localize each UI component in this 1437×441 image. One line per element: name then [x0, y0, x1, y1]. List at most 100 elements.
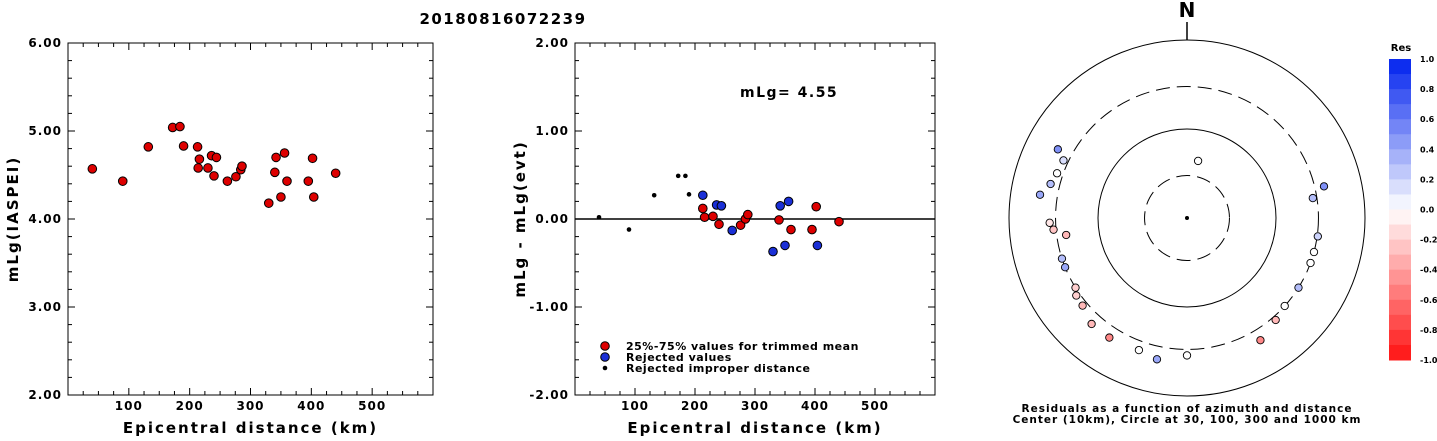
station-residual-point [1308, 193, 1317, 203]
legend-marker [600, 352, 610, 362]
rejected-distance-point [596, 214, 602, 220]
epicenter-dot [1185, 216, 1189, 220]
colorbar-segment [1389, 119, 1411, 135]
station-residual-point [1105, 333, 1114, 342]
legend-label: 25%-75% values for trimmed mean [626, 340, 859, 353]
x-tick-label: 300 [236, 399, 264, 413]
rejected-distance-point [686, 192, 692, 197]
x-axis-label: Epicentral distance (km) [627, 419, 882, 437]
data-point [231, 171, 241, 182]
colorbar-segment [1389, 284, 1411, 301]
data-point [330, 168, 341, 179]
data-point [263, 198, 274, 208]
colorbar-segment [1389, 194, 1411, 210]
y-tick-label: 1.00 [535, 124, 569, 138]
colorbar-segment [1389, 254, 1411, 271]
data-point [714, 219, 724, 230]
colorbar-tick-label: 0.0 [1420, 206, 1435, 215]
legend-marker [602, 365, 608, 371]
station-residual-point [1078, 301, 1087, 310]
station-residual-point [1035, 190, 1045, 199]
data-point [774, 215, 784, 225]
colorbar-tick-label: -0.6 [1420, 296, 1437, 305]
station-residual-point [1059, 156, 1068, 165]
data-point [708, 211, 718, 222]
data-point [743, 209, 753, 220]
colorbar-tick-label: 0.4 [1420, 145, 1435, 154]
colorbar-tick-label: -0.8 [1420, 326, 1437, 335]
data-point [279, 148, 290, 158]
data-point [783, 196, 794, 207]
station-residual-point [1045, 218, 1054, 227]
station-residual-point [1313, 232, 1322, 241]
data-point [276, 192, 286, 202]
data-point [727, 225, 738, 236]
rejected-distance-point [683, 173, 688, 179]
station-residual-point [1053, 145, 1063, 154]
data-point [735, 220, 746, 230]
data-point [117, 176, 128, 186]
data-point [143, 142, 154, 152]
data-point [175, 121, 185, 132]
data-point [237, 161, 247, 171]
station-residual-point [1280, 301, 1289, 311]
colorbar-segment [1389, 224, 1411, 241]
station-residual-point [1072, 291, 1081, 300]
data-point [786, 224, 796, 235]
data-point [812, 240, 823, 251]
magnitude-annotation: mLg= 4.55 [740, 85, 838, 101]
data-point [178, 141, 189, 151]
station-residual-point [1319, 182, 1329, 191]
station-residual-point [1049, 225, 1058, 234]
data-point [698, 203, 708, 214]
y-axis-label: mLg - mLg(evt) [511, 140, 529, 297]
station-residual-point [1046, 179, 1055, 189]
y-tick-label: 5.00 [28, 124, 62, 138]
data-point [308, 192, 319, 202]
residual-vs-distance-chart: 100 200 300 400 500 -2.00 -1.00 0.00 1.00 2.00 Epi… [511, 36, 936, 437]
x-tick-label: 500 [358, 399, 386, 413]
data-point [211, 152, 222, 163]
distance-ring [1008, 39, 1366, 397]
distance-ring [1097, 128, 1277, 308]
figure-title: 20180816072239 [419, 10, 586, 28]
colorbar-segment [1389, 179, 1411, 195]
x-tick-label: 100 [115, 399, 143, 413]
data-point [807, 224, 817, 235]
data-point [87, 164, 98, 174]
y-tick-label: 0.00 [535, 212, 569, 226]
data-point [192, 142, 203, 152]
dashed-distance-ring [1144, 175, 1230, 261]
colorbar-tick-label: 0.6 [1420, 115, 1435, 124]
station-residual-point [1134, 345, 1144, 355]
azimuth-residual-map: N Residuals as a function of azimuth and … [1008, 0, 1366, 426]
y-axis-label: mLg(IASPEI) [4, 156, 22, 282]
data-point [780, 240, 790, 251]
plot-frame [67, 42, 434, 396]
data-point [811, 201, 822, 212]
station-residual-point [1087, 319, 1096, 329]
x-tick-label: 200 [681, 399, 709, 413]
data-point [307, 153, 318, 164]
station-residual-point [1182, 351, 1192, 360]
colorbar-title: Res [1391, 43, 1411, 54]
station-residual-point [1060, 263, 1070, 272]
map-caption-line: Residuals as a function of azimuth and d… [1022, 403, 1353, 415]
station-residual-point [1062, 230, 1071, 240]
legend-marker [600, 341, 610, 351]
y-tick-label: 3.00 [28, 300, 62, 314]
colorbar-segment [1389, 344, 1411, 361]
x-tick-label: 400 [801, 399, 829, 413]
y-tick-label: 2.00 [535, 36, 569, 50]
colorbar-segment [1389, 134, 1411, 150]
station-residual-point [1309, 247, 1319, 257]
station-residual-point [1071, 283, 1080, 292]
x-axis-label: Epicentral distance (km) [123, 419, 378, 437]
colorbar-segment [1389, 149, 1411, 165]
residual-colorbar: Res 1.0 0.8 0.6 0.4 0.2 0.0 -0.2 -0.4 -0.6 -0.8 -1.… [1389, 43, 1437, 365]
colorbar-segment [1389, 89, 1411, 105]
legend-label: Rejected values [626, 351, 732, 364]
colorbar-segment [1389, 74, 1411, 90]
data-point [209, 171, 219, 181]
colorbar-segment [1389, 299, 1411, 316]
